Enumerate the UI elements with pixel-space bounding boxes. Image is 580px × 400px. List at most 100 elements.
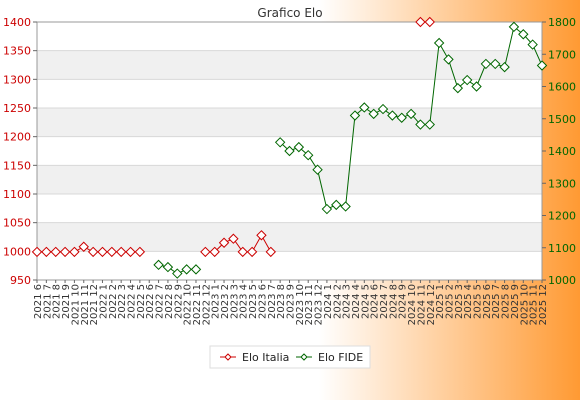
x-axis-tick-label: 2023 12 (314, 284, 325, 325)
x-axis-tick-label: 2023 11 (304, 284, 315, 325)
x-axis-tick-label: 2022 7 (155, 284, 166, 319)
x-axis-tick-label: 2021 6 (33, 284, 44, 319)
data-point (246, 246, 258, 258)
left-axis-tick-label: 1050 (3, 217, 31, 230)
data-point (359, 102, 370, 113)
data-point (480, 58, 492, 70)
data-point (461, 74, 473, 86)
x-axis-tick-label: 2024 2 (332, 284, 343, 319)
data-point (237, 246, 248, 258)
x-axis-tick-label: 2025 5 (473, 284, 484, 319)
x-axis-tick-label: 2024 3 (342, 284, 353, 319)
x-axis-tick-label: 2022 12 (201, 284, 212, 325)
x-axis-tick-label: 2024 4 (351, 284, 362, 319)
data-point (59, 246, 71, 258)
x-axis-tick-label: 2025 1 (435, 284, 446, 319)
x-axis-tick-label: 2024 11 (416, 284, 427, 325)
x-axis-tick-label: 2024 6 (370, 284, 381, 319)
data-point (78, 241, 89, 252)
data-point (368, 108, 379, 120)
data-point (508, 21, 520, 33)
data-point (405, 108, 417, 120)
data-point (471, 81, 482, 92)
data-point (312, 164, 323, 175)
x-axis-tick-label: 2025 11 (529, 284, 540, 325)
data-point (387, 110, 398, 121)
data-point (331, 199, 342, 211)
right-axis-tick-label: 1100 (548, 242, 576, 255)
data-point (41, 246, 52, 258)
x-axis-tick-label: 2023 4 (239, 284, 250, 319)
right-axis-tick-label: 1600 (548, 81, 576, 94)
x-axis-tick-label: 2025 8 (501, 284, 512, 319)
data-point (499, 61, 510, 73)
data-point (200, 246, 211, 258)
left-axis-tick-label: 1300 (3, 73, 31, 86)
x-axis-tick-label: 2025 4 (463, 284, 474, 319)
x-axis-tick-label: 2023 2 (220, 284, 231, 319)
data-point (209, 246, 220, 258)
x-axis-tick-label: 2021 8 (52, 284, 63, 319)
x-axis-tick-label: 2025 7 (491, 284, 502, 319)
x-axis-tick-label: 2021 7 (42, 284, 53, 319)
data-point (527, 39, 538, 50)
x-axis-tick-label: 2022 8 (164, 284, 175, 319)
x-axis-tick-label: 2022 9 (173, 284, 184, 319)
data-point (340, 201, 351, 212)
grid-band (37, 222, 542, 252)
x-axis-tick-label: 2025 10 (519, 284, 530, 325)
data-point (302, 149, 314, 161)
data-point (349, 110, 361, 121)
data-point (452, 82, 464, 94)
data-point (69, 246, 80, 258)
data-point (396, 112, 407, 123)
data-point (536, 60, 548, 71)
data-point (87, 246, 99, 258)
left-axis-tick-label: 950 (10, 274, 31, 287)
x-axis-tick-label: 2024 10 (407, 284, 418, 325)
data-point (181, 264, 192, 275)
x-axis-tick-label: 2025 9 (510, 284, 521, 319)
data-point (490, 58, 501, 70)
data-point (153, 259, 164, 271)
legend-box (209, 345, 371, 369)
left-axis-tick-label: 1400 (3, 16, 31, 29)
right-axis-tick-label: 1500 (548, 113, 576, 126)
data-point (106, 246, 118, 258)
x-axis-tick-label: 2025 2 (444, 284, 455, 319)
x-axis-tick-label: 2022 2 (108, 284, 119, 319)
right-axis-tick-label: 1700 (548, 48, 576, 61)
right-axis-tick-label: 1800 (548, 16, 576, 29)
legend-label: Elo Italia (242, 351, 289, 364)
data-point (172, 268, 183, 279)
legend-swatch-marker (224, 353, 232, 361)
data-point (134, 246, 146, 258)
right-axis-tick-label: 1200 (548, 210, 576, 223)
chart-title: Grafico Elo (257, 6, 322, 20)
x-axis-tick-label: 2025 3 (454, 284, 465, 319)
x-axis-tick-label: 2022 6 (145, 284, 156, 319)
data-point (293, 141, 305, 153)
data-point (518, 29, 529, 40)
right-axis-tick-label: 1400 (548, 145, 576, 158)
x-axis-tick-label: 2023 7 (267, 284, 278, 319)
data-point (443, 54, 454, 65)
data-point (424, 119, 435, 130)
data-point (433, 37, 445, 49)
x-axis-tick-label: 2021 10 (70, 284, 81, 325)
left-axis-tick-label: 1150 (3, 159, 31, 172)
x-axis-tick-label: 2023 8 (276, 284, 287, 319)
data-point (424, 16, 435, 28)
legend-swatch-marker (300, 353, 308, 361)
data-point (228, 233, 239, 244)
data-point (190, 264, 202, 275)
data-point (415, 16, 426, 28)
right-axis-tick-label: 1000 (548, 274, 576, 287)
data-point (31, 246, 43, 258)
data-point (50, 246, 61, 258)
data-point (97, 246, 108, 258)
data-point (162, 261, 174, 273)
data-point (284, 145, 295, 157)
left-axis-tick-label: 1250 (3, 102, 31, 115)
